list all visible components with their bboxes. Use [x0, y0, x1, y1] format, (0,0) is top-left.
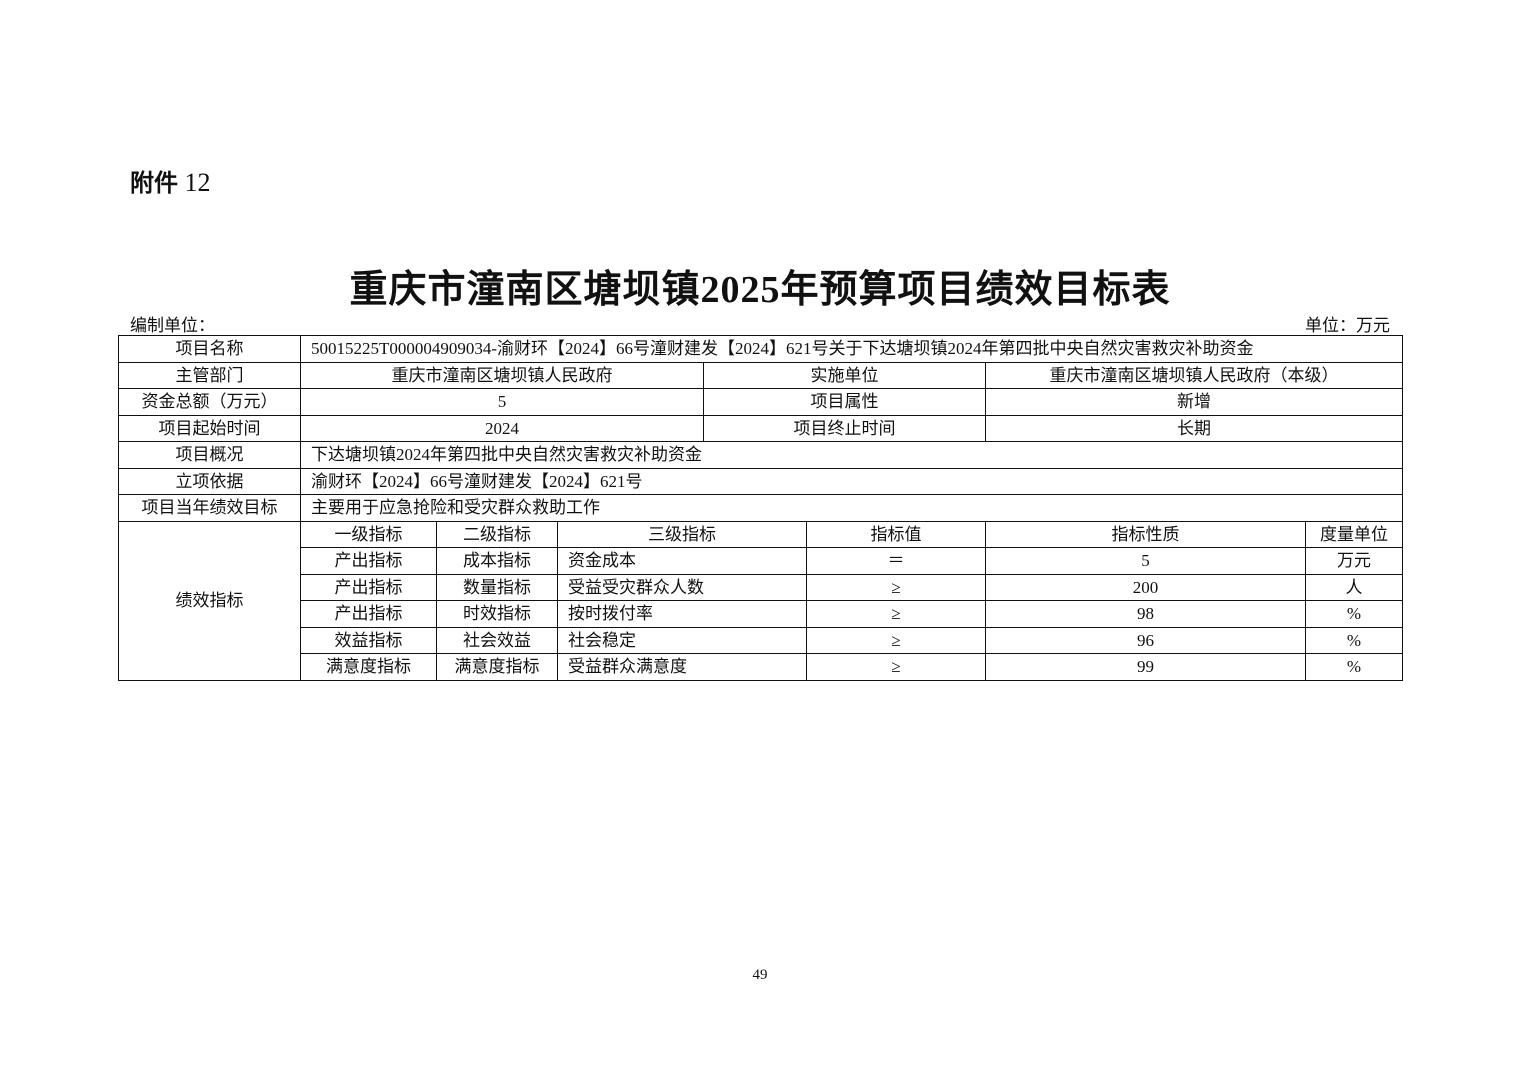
cell: 99: [985, 653, 1306, 681]
header-cell: 指标性质: [985, 520, 1306, 548]
cell: ≥: [806, 653, 986, 681]
cell: 满意度指标: [436, 653, 558, 681]
indicator-row: 效益指标 社会效益 社会稳定 ≥96%: [119, 626, 1404, 654]
header-cell: 二级指标: [436, 520, 558, 548]
impl-label: 实施单位: [703, 361, 986, 389]
cell: 万元: [1304, 547, 1404, 575]
cell: 成本指标: [436, 547, 558, 575]
table-row: 项目名称 50015225T000004909034-渝财环【2024】66号潼财…: [118, 335, 1404, 363]
overview-label: 项目概况: [118, 441, 301, 469]
performance-table: 项目名称 50015225T000004909034-渝财环【2024】66号潼财…: [118, 335, 1404, 681]
document-title: 重庆市潼南区塘坝镇2025年预算项目绩效目标表: [349, 269, 1171, 311]
project-name: 50015225T000004909034-渝财环【2024】66号潼财建发【2…: [299, 335, 1404, 363]
cell: 效益指标: [300, 626, 437, 654]
cell: 社会稳定: [557, 626, 807, 654]
attr: 新增: [984, 388, 1404, 416]
table-row: 立项依据 渝财环【2024】66号潼财建发【2024】621号: [118, 467, 1404, 495]
indicator-row: 产出指标 数量指标 受益受灾群众人数 ≥200 人: [119, 573, 1404, 601]
cell: ＝: [806, 547, 986, 575]
cell: 资金成本: [557, 547, 807, 575]
table-row: 主管部门 重庆市潼南区塘坝镇人民政府 实施单位 重庆市潼南区塘坝镇人民政府（本级）: [118, 361, 1404, 389]
cell: 时效指标: [436, 600, 558, 628]
unit-label: 单位：万元: [1305, 316, 1390, 335]
total: 5: [300, 388, 704, 416]
start-label: 项目起始时间: [118, 414, 301, 442]
attachment-number: 12: [184, 168, 211, 197]
cell: 社会效益: [436, 626, 558, 654]
table-row: 项目起始时间 2024 项目终止时间 长期: [118, 414, 1404, 442]
end-label: 项目终止时间: [703, 414, 986, 442]
cell: 产出指标: [300, 547, 437, 575]
indicator-row: 产出指标 成本指标 资金成本＝ 5 万元: [119, 547, 1404, 575]
attr-label: 项目属性: [703, 388, 986, 416]
basis: 渝财环【2024】66号潼财建发【2024】621号: [299, 467, 1404, 495]
goal-label: 项目当年绩效目标: [118, 494, 301, 522]
attachment-label: 附件 12: [130, 163, 211, 198]
basis-label: 立项依据: [118, 467, 301, 495]
header-cell: 指标值: [806, 520, 986, 548]
cell: 98: [985, 600, 1306, 628]
cell: 按时拨付率: [557, 600, 807, 628]
page-number: 49: [752, 967, 768, 983]
header-cell: 度量单位: [1304, 520, 1404, 548]
attachment-word: 附件: [130, 169, 178, 197]
start: 2024: [300, 414, 704, 442]
cell: %: [1304, 626, 1404, 654]
cell: ≥: [806, 573, 986, 601]
impl: 重庆市潼南区塘坝镇人民政府（本级）: [984, 361, 1404, 389]
end: 长期: [984, 414, 1404, 442]
indicator-row: 产出指标 时效指标 按时拨付率 ≥98%: [119, 600, 1404, 628]
header-cell: 一级指标: [300, 520, 437, 548]
goal: 主要用于应急抢险和受灾群众救助工作: [299, 494, 1404, 522]
prepared-by-label: 编制单位：: [130, 316, 215, 335]
overview: 下达塘坝镇2024年第四批中央自然灾害救灾补助资金: [299, 441, 1404, 469]
cell: %: [1304, 653, 1404, 681]
header-cell: 三级指标: [557, 520, 807, 548]
cell: 200: [985, 573, 1306, 601]
cell: 数量指标: [436, 573, 558, 601]
total-label: 资金总额（万元）: [118, 388, 301, 416]
table-row: 资金总额（万元） 5 项目属性 新增: [118, 388, 1404, 416]
dept: 重庆市潼南区塘坝镇人民政府: [300, 361, 704, 389]
indicator-row: 满意度指标 满意度指标 受益群众满意度 ≥99%: [119, 653, 1404, 681]
cell: 人: [1304, 573, 1404, 601]
cell: 受益群众满意度: [557, 653, 807, 681]
cell: 5: [985, 547, 1306, 575]
dept-label: 主管部门: [118, 361, 301, 389]
cell: 产出指标: [300, 573, 437, 601]
cell: 产出指标: [300, 600, 437, 628]
indicator-header-row: 绩效指标 一级指标 二级指标 三级指标 指标值 指标性质 度量单位: [118, 520, 1404, 681]
cell: 满意度指标: [300, 653, 437, 681]
table-row: 项目当年绩效目标 主要用于应急抢险和受灾群众救助工作: [118, 494, 1404, 522]
cell: %: [1304, 600, 1404, 628]
table-row: 项目概况 下达塘坝镇2024年第四批中央自然灾害救灾补助资金: [118, 441, 1404, 469]
indicators-label: 绩效指标: [118, 520, 301, 681]
cell: ≥: [806, 600, 986, 628]
cell: 受益受灾群众人数: [557, 573, 807, 601]
project-name-label: 项目名称: [118, 335, 301, 363]
cell: ≥: [806, 626, 986, 654]
cell: 96: [985, 626, 1306, 654]
